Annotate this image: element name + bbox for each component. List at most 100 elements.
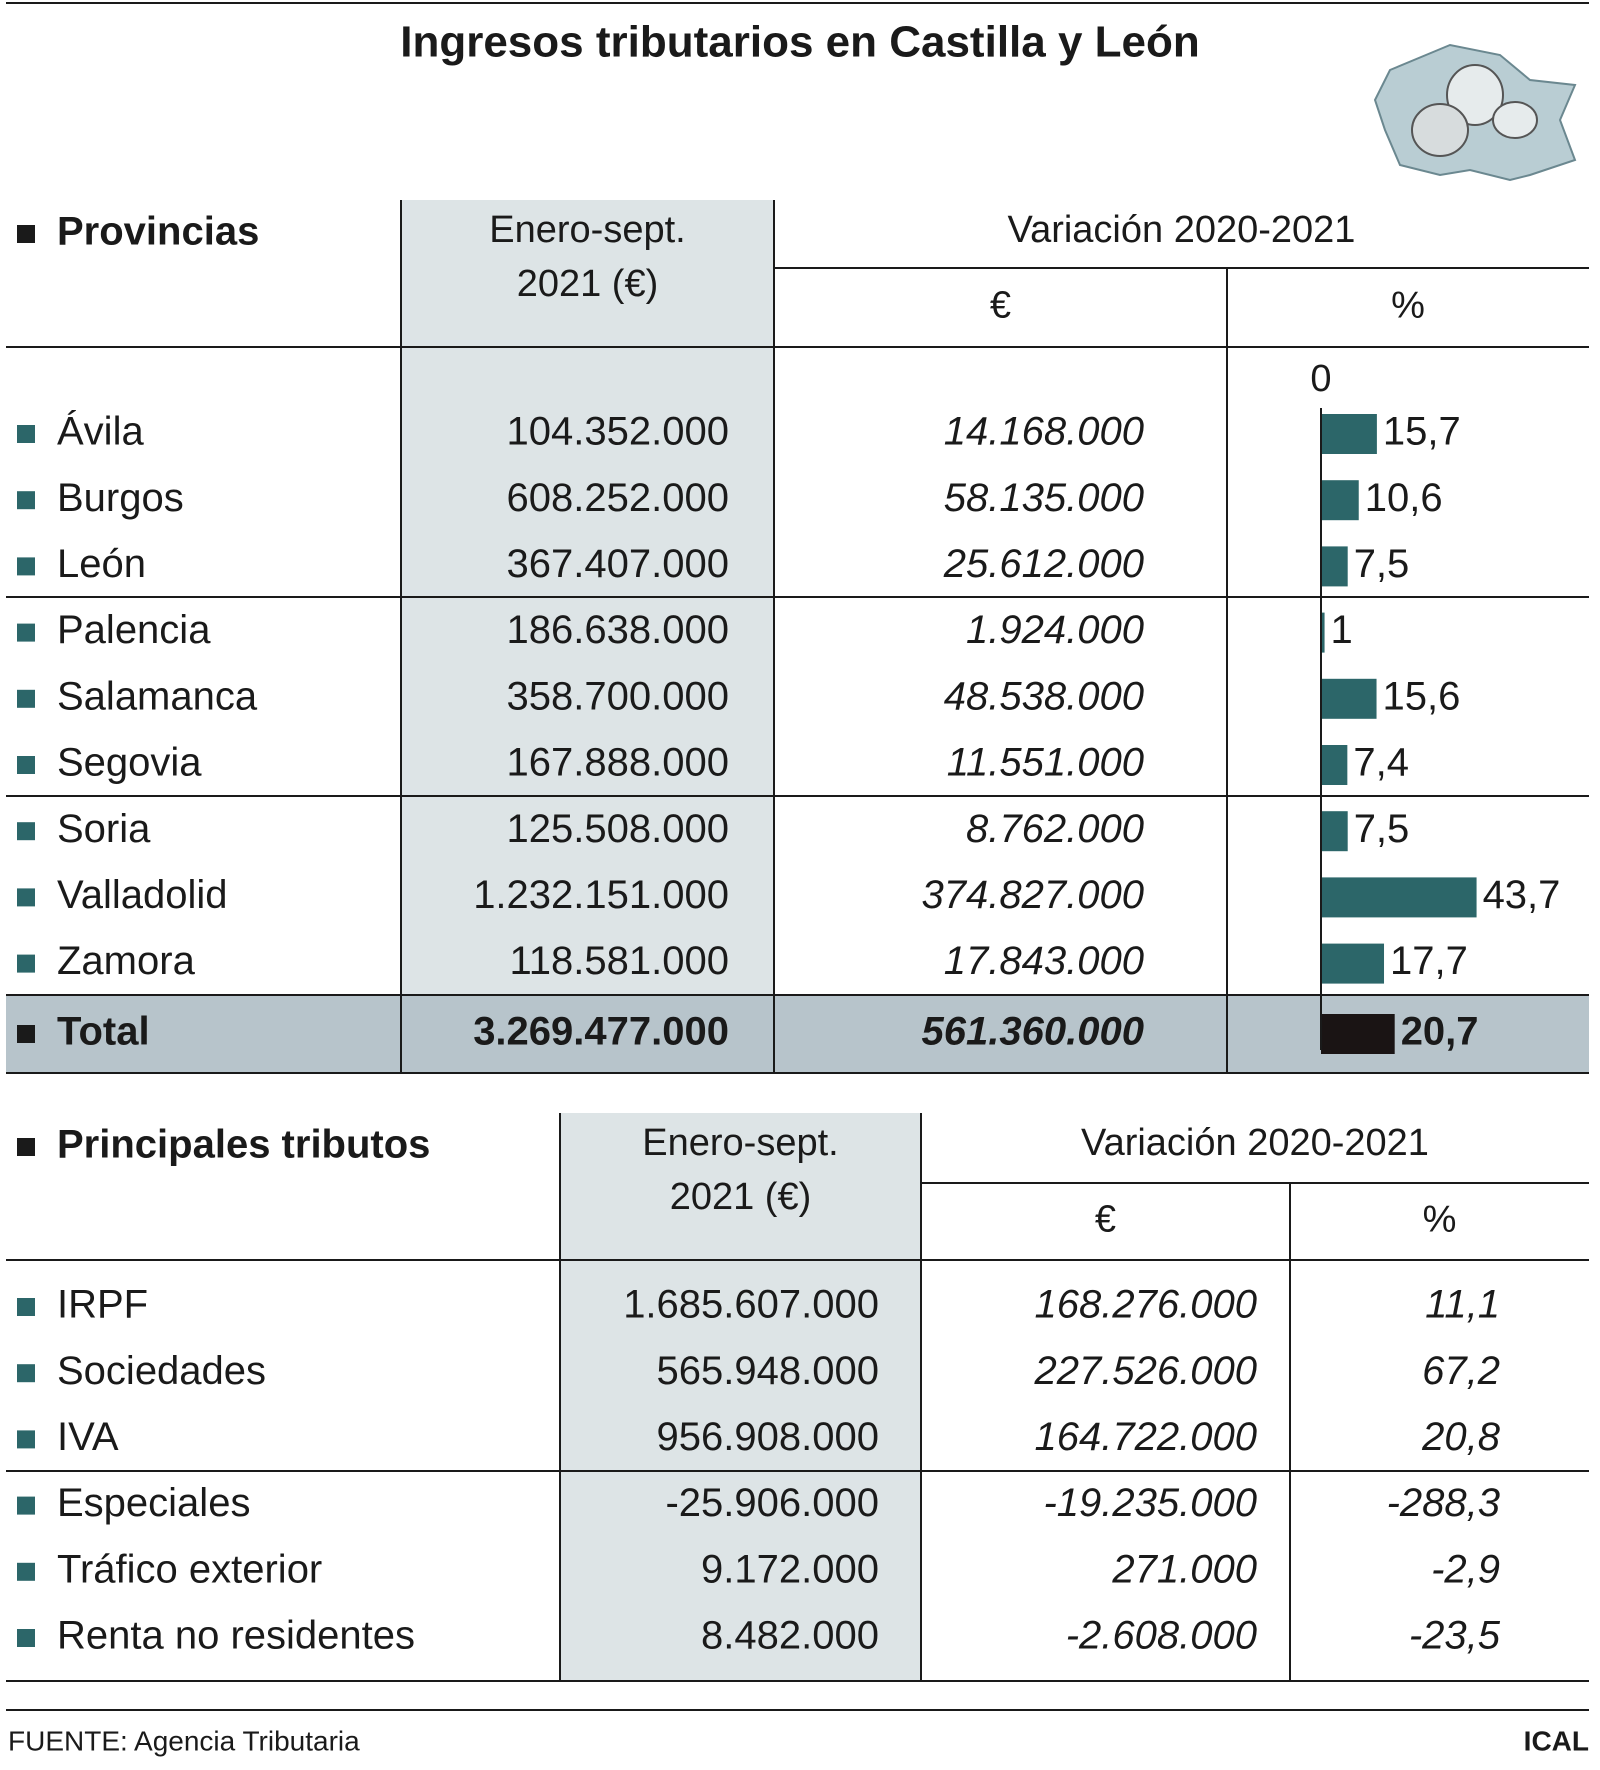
bar-label: 1: [1331, 608, 1353, 652]
income: 8.482.000: [701, 1614, 879, 1658]
column-header: %: [1391, 285, 1425, 327]
income: 608.252.000: [507, 476, 729, 520]
income: 125.508.000: [507, 807, 729, 851]
pct: -23,5: [1409, 1614, 1501, 1658]
row-label: Ávila: [57, 409, 144, 454]
row-label: Soria: [57, 807, 151, 851]
income: 367.407.000: [507, 542, 729, 586]
column-header: Variación 2020-2021: [1008, 209, 1356, 251]
bullet: [17, 1629, 35, 1647]
row-label: Tráfico exterior: [57, 1547, 322, 1591]
row-label: Salamanca: [57, 674, 258, 718]
bullet: [17, 1298, 35, 1316]
bullet: [17, 689, 35, 708]
change: 374.827.000: [922, 873, 1144, 917]
change: 164.722.000: [1035, 1415, 1257, 1459]
bullet: [17, 954, 35, 973]
change: 11.551.000: [947, 741, 1144, 785]
bullet: [17, 1025, 35, 1043]
change: 561.360.000: [922, 1010, 1144, 1054]
bar-label: 43,7: [1483, 873, 1561, 917]
row-label: IRPF: [57, 1283, 148, 1327]
pct: -288,3: [1387, 1481, 1500, 1525]
bar-label: 7,4: [1353, 741, 1409, 785]
bar-label: 15,6: [1383, 674, 1461, 718]
section-heading: Provincias: [57, 210, 259, 254]
bar: [1321, 745, 1348, 785]
income: 956.908.000: [657, 1415, 879, 1459]
row-label: Segovia: [57, 741, 202, 785]
income: 3.269.477.000: [473, 1010, 729, 1054]
bullet: [17, 425, 35, 443]
source: FUENTE: Agencia Tributaria: [8, 1725, 360, 1756]
bar: [1321, 612, 1325, 653]
map-icon: [1373, 43, 1577, 182]
income: 104.352.000: [507, 410, 729, 454]
income-column-bg: [401, 200, 774, 1073]
row-label: Valladolid: [57, 873, 228, 917]
bar: [1321, 480, 1359, 521]
bar-axis-label: 0: [1310, 358, 1331, 400]
change: 58.135.000: [944, 476, 1144, 520]
income: -25.906.000: [665, 1481, 879, 1525]
pct: -2,9: [1431, 1547, 1500, 1591]
row-label: Sociedades: [57, 1349, 266, 1393]
change: 14.168.000: [944, 410, 1144, 454]
bullet: [17, 225, 35, 243]
bar: [1321, 414, 1377, 454]
bar-label: 10,6: [1365, 476, 1443, 520]
change: 227.526.000: [1034, 1349, 1257, 1393]
row-label: Zamora: [57, 939, 196, 983]
column-header: €: [990, 285, 1011, 327]
bullet: [17, 1562, 35, 1581]
bullet: [17, 888, 35, 907]
column-header: %: [1423, 1199, 1457, 1241]
bar: [1321, 1014, 1395, 1054]
pct: 67,2: [1422, 1349, 1500, 1393]
row-label: Renta no residentes: [57, 1614, 415, 1658]
change: 25.612.000: [943, 542, 1144, 586]
change: 1.924.000: [966, 608, 1144, 652]
income-column-bg: [560, 1113, 921, 1681]
bullet: [17, 1364, 35, 1383]
bar-label: 15,7: [1383, 410, 1461, 454]
section-heading: Principales tributos: [57, 1123, 430, 1167]
bullet: [17, 557, 35, 576]
row-label: Palencia: [57, 608, 211, 652]
bar-label: 17,7: [1390, 939, 1468, 983]
bullet: [17, 756, 35, 774]
change: 168.276.000: [1035, 1283, 1257, 1327]
pct: 20,8: [1421, 1415, 1501, 1459]
change: 17.843.000: [944, 939, 1144, 983]
row-label: Total: [57, 1010, 150, 1054]
row-label: Burgos: [57, 476, 184, 520]
income: 118.581.000: [510, 939, 729, 983]
column-header: Enero-sept.: [642, 1122, 838, 1164]
income: 9.172.000: [701, 1547, 879, 1591]
bullet: [17, 822, 35, 841]
column-header: 2021 (€): [670, 1176, 812, 1218]
credit: ICAL: [1524, 1725, 1589, 1756]
change: 8.762.000: [966, 807, 1144, 851]
change: 271.000: [1111, 1547, 1257, 1591]
income: 186.638.000: [507, 608, 729, 652]
income: 565.948.000: [657, 1349, 879, 1393]
bar: [1321, 546, 1348, 587]
income: 1.685.607.000: [623, 1283, 879, 1327]
bullet: [17, 623, 35, 642]
row-label: Especiales: [57, 1481, 250, 1525]
bullet: [17, 491, 35, 510]
column-header: 2021 (€): [517, 263, 659, 305]
row-label: León: [57, 542, 146, 586]
change: -2.608.000: [1066, 1614, 1257, 1658]
income: 1.232.151.000: [473, 873, 729, 917]
bullet: [17, 1496, 35, 1515]
row-label: IVA: [57, 1415, 119, 1459]
bar-label: 7,5: [1354, 542, 1410, 586]
bar-label: 20,7: [1401, 1010, 1479, 1054]
bar: [1321, 877, 1477, 918]
income: 167.888.000: [507, 741, 729, 785]
bullet: [17, 1138, 35, 1156]
pct: 11,1: [1425, 1283, 1500, 1327]
